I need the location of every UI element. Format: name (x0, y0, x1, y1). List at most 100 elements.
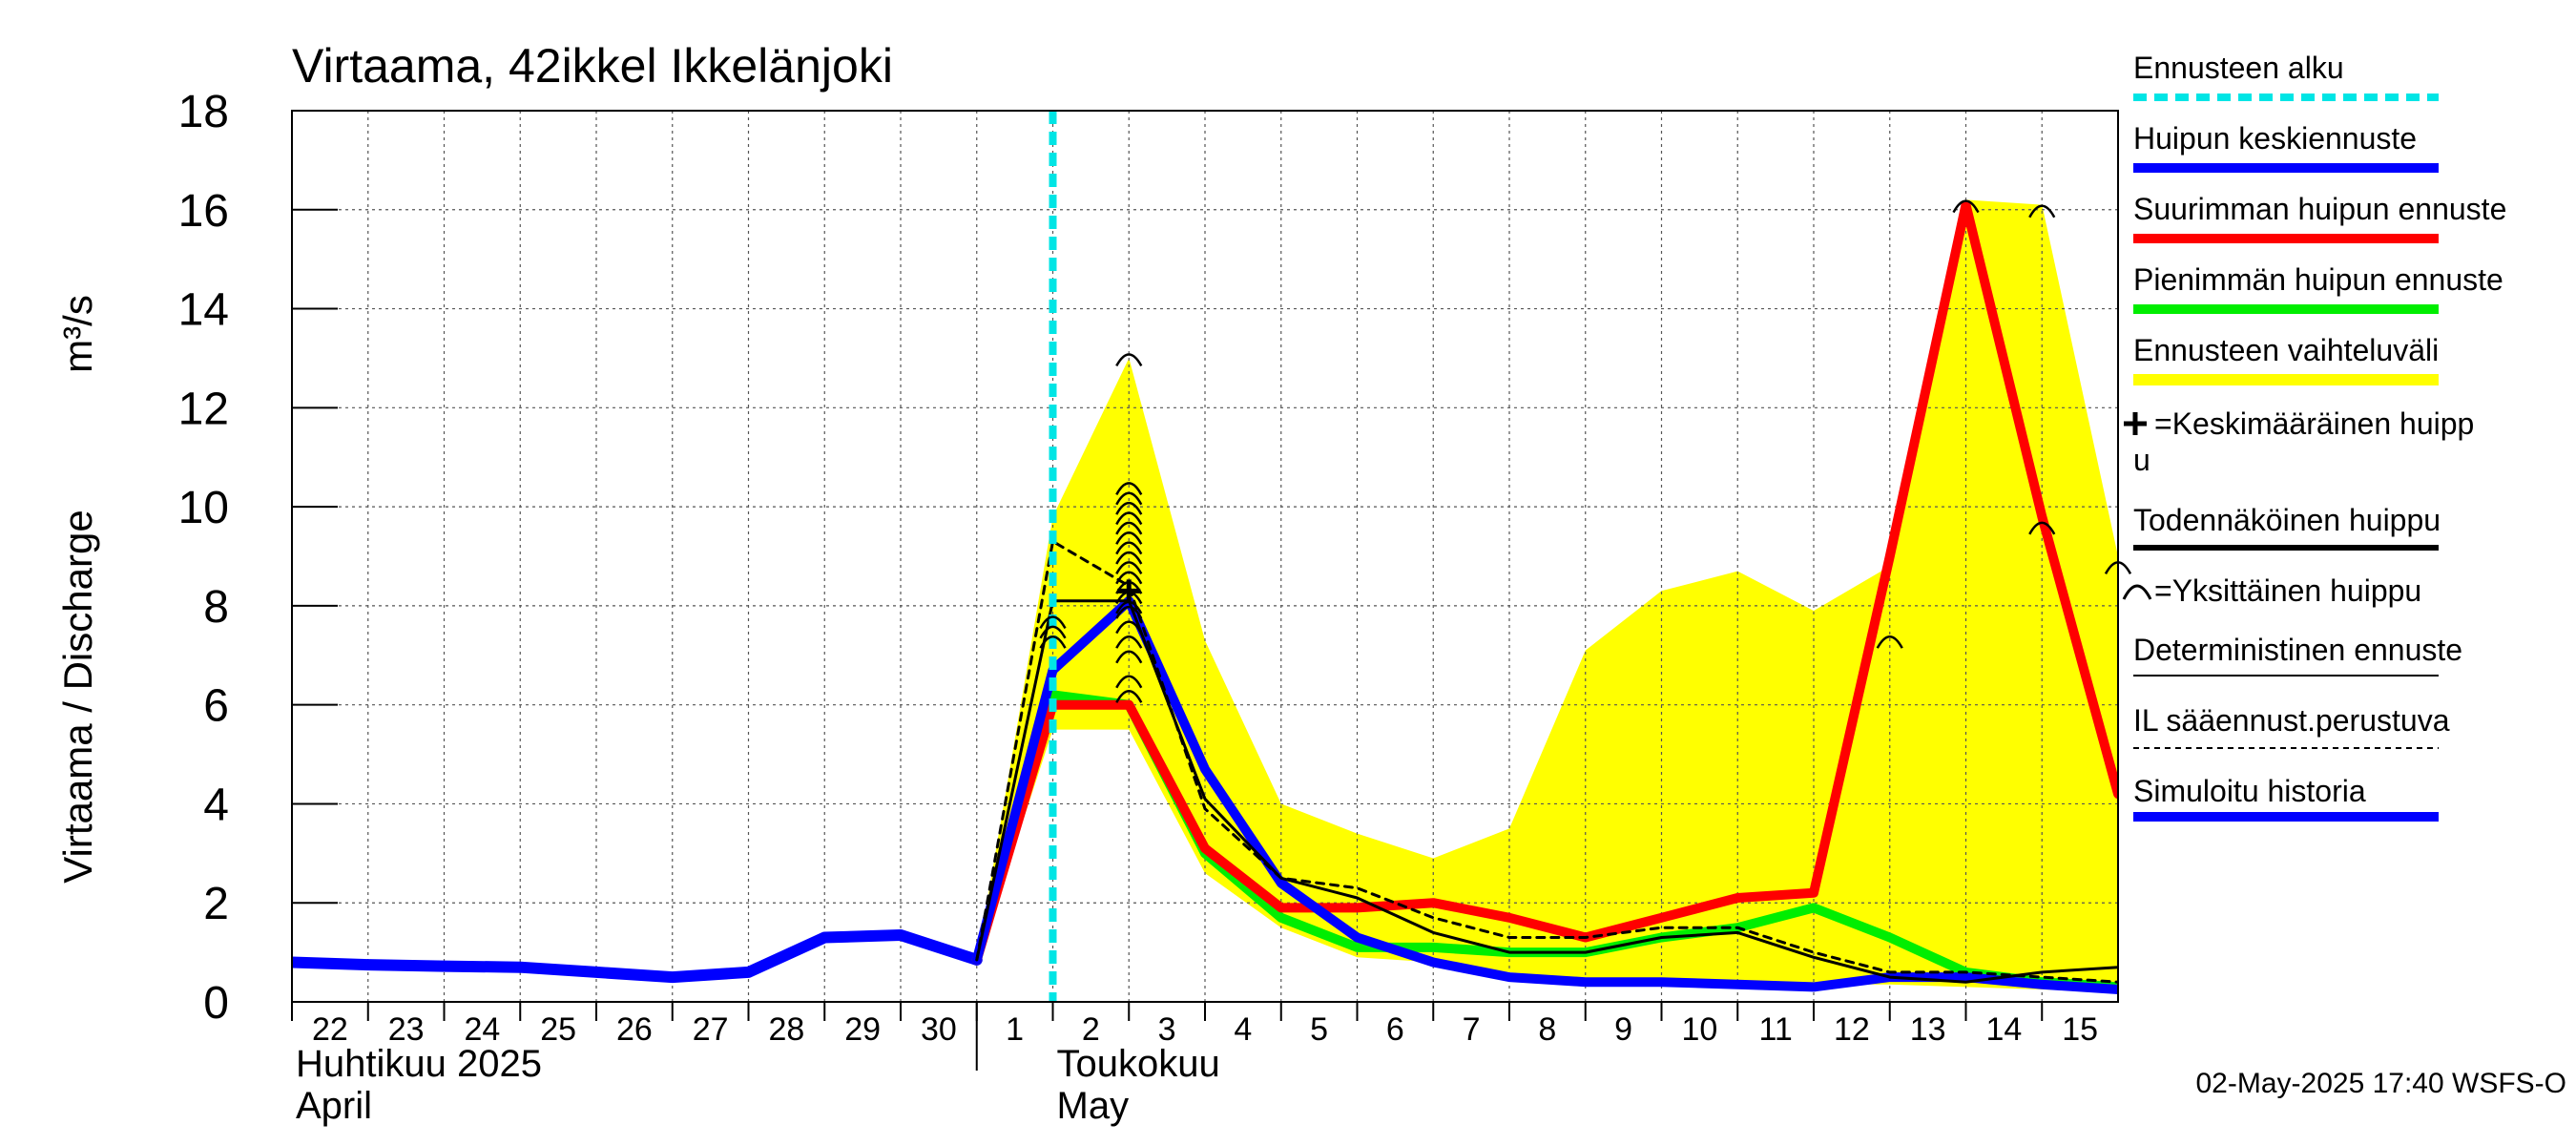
individual-peak-marker (1115, 690, 1143, 703)
x-tick-label: 28 (768, 1011, 804, 1048)
month-label-may-en: May (1057, 1085, 1130, 1127)
legend-label: =Keskimääräinen huipp (2154, 406, 2474, 441)
legend-item-yksitt-inen-huippu: =Yksittäinen huippu (2122, 573, 2421, 608)
legend-item-ennusteen-alku: Ennusteen alku (2133, 51, 2439, 101)
individual-peak-marker (1115, 571, 1143, 585)
individual-peak-marker (1115, 491, 1143, 506)
individual-peak-marker (1115, 561, 1143, 574)
individual-peak-marker (1115, 675, 1143, 689)
individual-peak-marker (1115, 531, 1143, 545)
x-tick-label: 25 (540, 1011, 576, 1048)
legend-label: Simuloitu historia (2133, 774, 2366, 808)
y-tick-label: 0 (203, 978, 229, 1029)
individual-peak-marker (1039, 635, 1067, 649)
legend-item-deterministinen-ennuste: Deterministinen ennuste (2133, 633, 2462, 677)
legend-label: Huipun keskiennuste (2133, 121, 2417, 156)
legend-item-ennusteen-vaihteluv-li: Ennusteen vaihteluväli (2133, 333, 2439, 385)
x-tick-label: 1 (1006, 1011, 1024, 1048)
series-il-s-ennust-perustuva (975, 539, 2118, 984)
legend-label: =Yksittäinen huippu (2154, 573, 2421, 608)
x-tick-label: 22 (312, 1011, 348, 1048)
y-tick-label: 6 (203, 681, 229, 732)
timestamp-footer: 02-May-2025 17:40 WSFS-O (2196, 1068, 2567, 1099)
legend-item-simuloitu-historia: Simuloitu historia (2133, 774, 2439, 822)
y-tick-label: 14 (178, 285, 229, 336)
y-tick-label: 2 (203, 879, 229, 929)
legend-label: Todennäköinen huippu (2133, 503, 2441, 537)
legend-label: Deterministinen ennuste (2133, 633, 2462, 667)
y-tick-label: 18 (178, 87, 229, 137)
legend-item-keskim-r-inen-huipp: =Keskimääräinen huippu (2124, 406, 2474, 477)
y-axis-unit: m³/s (55, 295, 100, 373)
x-tick-label: 15 (2062, 1011, 2098, 1048)
legend-label: Pienimmän huipun ennuste (2133, 262, 2503, 297)
x-tick-label: 23 (388, 1011, 425, 1048)
x-tick-label: 9 (1614, 1011, 1632, 1048)
x-tick-label: 27 (693, 1011, 729, 1048)
x-tick-label: 26 (616, 1011, 653, 1048)
x-tick-label: 24 (464, 1011, 500, 1048)
legend-item-pienimm-n-huipun-ennuste: Pienimmän huipun ennuste (2133, 262, 2503, 314)
individual-peak-marker (1115, 482, 1143, 495)
individual-peak-marker (2028, 204, 2056, 219)
individual-peak-marker (1952, 199, 1980, 214)
individual-peak-marker (1115, 541, 1143, 555)
x-tick-label: 30 (921, 1011, 957, 1048)
x-tick-label: 14 (1985, 1011, 2022, 1048)
legend-item-huipun-keskiennuste: Huipun keskiennuste (2133, 121, 2439, 173)
forecast-range-band (976, 199, 2118, 992)
x-tick-label: 7 (1463, 1011, 1481, 1048)
individual-peak-marker (1115, 620, 1143, 635)
individual-peak-marker (1115, 511, 1143, 526)
x-tick-label: 3 (1158, 1011, 1176, 1048)
y-axis-label-group: Virtaama / Discharge m³/s (55, 295, 100, 884)
individual-peak-marker (1115, 551, 1143, 565)
legend-label-continued: u (2133, 443, 2150, 477)
individual-peak-marker (1115, 353, 1143, 367)
y-axis-label: Virtaama / Discharge (55, 510, 100, 883)
x-tick-label: 29 (844, 1011, 881, 1048)
series-huipun-keskiennuste (971, 595, 2118, 994)
legend-label: Suurimman huipun ennuste (2133, 192, 2506, 226)
individual-peak-marker (1876, 635, 1903, 649)
legend-swatch (2133, 374, 2439, 385)
x-tick-label: 11 (1758, 1011, 1792, 1048)
individual-peak-marker (1115, 501, 1143, 515)
y-tick-label: 8 (203, 582, 229, 633)
y-tick-label: 16 (178, 186, 229, 237)
x-tick-label: 13 (1910, 1011, 1946, 1048)
arc-icon (2122, 584, 2152, 600)
x-tick-label: 2 (1082, 1011, 1100, 1048)
series-suurimman-huipun-ennuste (971, 199, 2118, 965)
legend-item-il-s-ennust-perustuva: IL sääennust.perustuva (2133, 703, 2450, 749)
legend-item-todenn-k-inen-huippu: Todennäköinen huippu (2133, 503, 2441, 551)
chart-title: Virtaama, 42ikkel Ikkelänjoki (292, 39, 893, 93)
y-tick-label: 10 (178, 483, 229, 533)
y-tick-label: 4 (203, 780, 229, 830)
x-tick-label: 4 (1234, 1011, 1252, 1048)
legend-item-suurimman-huipun-ennuste: Suurimman huipun ennuste (2133, 192, 2506, 243)
individual-peak-marker (1115, 635, 1143, 649)
series-simuloitu-historia (292, 929, 983, 984)
legend-label: Ennusteen vaihteluväli (2133, 333, 2439, 367)
individual-peak-marker (1039, 625, 1067, 639)
y-tick-label: 12 (178, 384, 229, 434)
individual-peak-marker (1115, 650, 1143, 664)
x-tick-label: 5 (1310, 1011, 1328, 1048)
mean-peak-marker (1117, 579, 1141, 603)
x-tick-label: 6 (1386, 1011, 1404, 1048)
legend-label: Ennusteen alku (2133, 51, 2344, 85)
x-tick-label: 10 (1681, 1011, 1717, 1048)
individual-peak-marker (1115, 521, 1143, 535)
x-tick-label: 8 (1538, 1011, 1556, 1048)
x-tick-label: 12 (1834, 1011, 1870, 1048)
individual-peak-marker (2028, 521, 2056, 535)
month-label-may-fi: Toukokuu (1057, 1043, 1220, 1085)
legend-label: IL sääennust.perustuva (2133, 703, 2450, 738)
individual-peak-marker (1039, 615, 1067, 630)
month-label-april-en: April (296, 1085, 372, 1127)
plus-icon (2124, 412, 2147, 435)
individual-peak-marker (1115, 605, 1143, 619)
month-label-april-fi: Huhtikuu 2025 (296, 1043, 542, 1085)
